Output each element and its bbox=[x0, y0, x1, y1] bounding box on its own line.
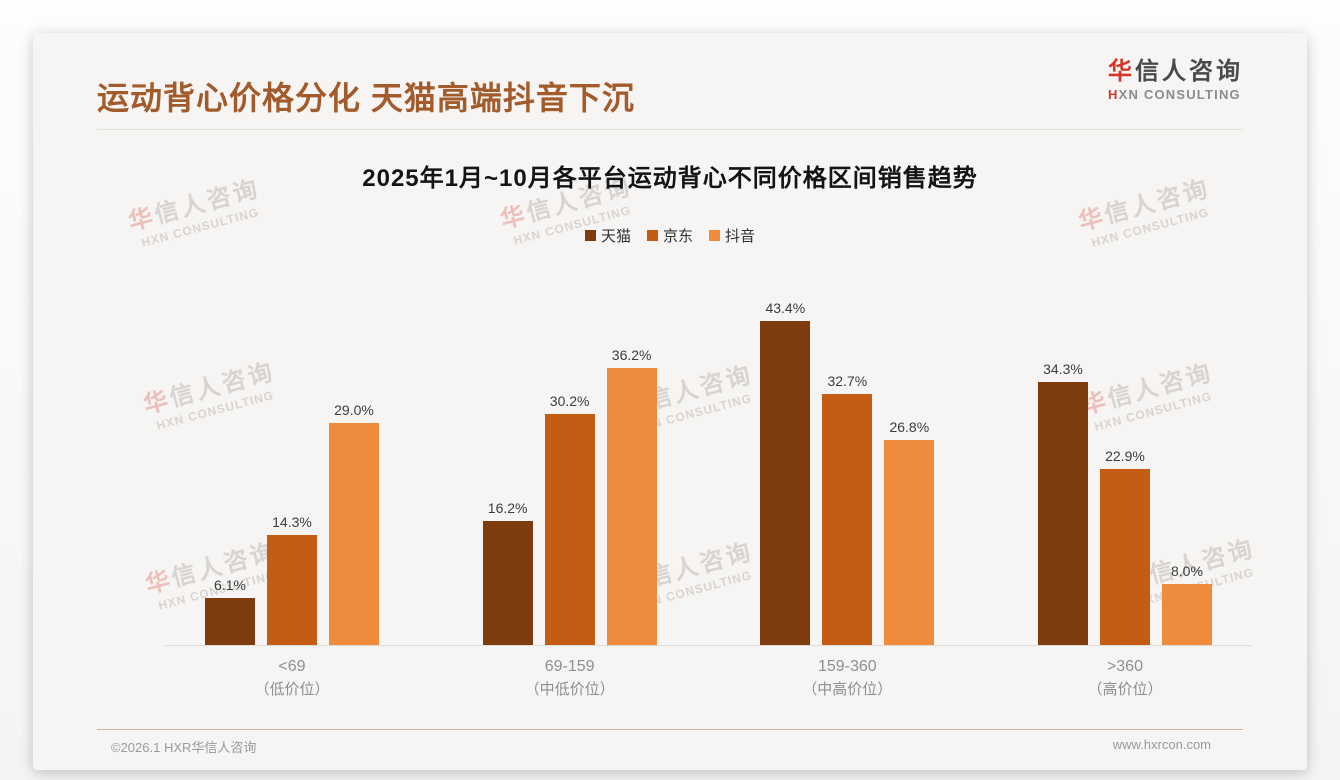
brand-logo-en-accent: H bbox=[1108, 87, 1119, 102]
bar-京东-69-159: 30.2% bbox=[544, 300, 595, 645]
chart-legend: 天猫 京东 抖音 bbox=[33, 225, 1307, 246]
x-label-range: >360 bbox=[1106, 658, 1143, 675]
bar-天猫-159-360: 43.4% bbox=[760, 300, 811, 645]
bar-rect bbox=[544, 413, 595, 645]
bar-天猫-<69: 6.1% bbox=[205, 300, 255, 645]
bar-group-69-159: 16.2% 30.2% 36.2% bbox=[482, 300, 657, 645]
bar-value-label: 30.2% bbox=[549, 392, 590, 409]
bar-京东-<69: 14.3% bbox=[267, 300, 317, 645]
x-label-range: <69 bbox=[278, 658, 306, 675]
bar-rect bbox=[1161, 583, 1212, 645]
bar-group->360: 34.3% 22.9% 8.0% bbox=[1037, 300, 1212, 645]
bar-京东->360: 22.9% bbox=[1099, 300, 1150, 645]
x-axis-labels: <69 （低价位） 69-159 （中低价位） 159-360 （中高价位） >360 （高价… bbox=[165, 646, 1252, 701]
bar-value-label: 14.3% bbox=[272, 514, 312, 531]
copyright-text: ©2026.1 HXR华信人咨询 bbox=[111, 740, 257, 755]
legend-item-天猫: 天猫 bbox=[584, 225, 631, 246]
bar-抖音-<69: 29.0% bbox=[329, 300, 379, 645]
brand-logo-cn-accent: 华 bbox=[1108, 58, 1135, 85]
x-label-69-159: 69-159 （中低价位） bbox=[483, 655, 657, 701]
bar-rect bbox=[884, 439, 935, 645]
bar-group-159-360: 43.4% 32.7% 26.8% bbox=[760, 300, 935, 645]
brand-logo: 华信人咨询 HXN CONSULTING bbox=[1108, 57, 1243, 103]
legend-label: 抖音 bbox=[725, 228, 756, 245]
x-label-tier: （高价位） bbox=[1087, 681, 1163, 698]
bar-value-label: 6.1% bbox=[214, 577, 246, 594]
bar-value-label: 26.8% bbox=[889, 418, 930, 435]
bar-天猫-69-159: 16.2% bbox=[482, 300, 533, 645]
x-label-159-360: 159-360 （中高价位） bbox=[760, 655, 934, 701]
x-label-<69: <69 （低价位） bbox=[205, 655, 379, 701]
bar-value-label: 36.2% bbox=[611, 346, 652, 363]
bar-rect bbox=[822, 394, 873, 645]
brand-logo-cn-rest: 信人咨询 bbox=[1135, 58, 1243, 85]
chart-title: 2025年1月~10月各平台运动背心不同价格区间销售趋势 bbox=[362, 165, 978, 192]
bar-value-label: 43.4% bbox=[765, 300, 806, 316]
bar-rect bbox=[205, 598, 255, 645]
slide-header: 运动背心价格分化 天猫高端抖音下沉 华信人咨询 HXN CONSULTING bbox=[33, 33, 1307, 119]
bar-chart-plot-area: 6.1% 14.3% 29.0% 16.2% 30.2% 36.2% 43.4% 32.7% 2… bbox=[165, 300, 1252, 646]
website-url: www.hxrcon.com bbox=[1112, 737, 1211, 752]
legend-item-京东: 京东 bbox=[646, 225, 693, 246]
bar-value-label: 34.3% bbox=[1043, 361, 1083, 377]
bar-抖音-69-159: 36.2% bbox=[606, 300, 657, 645]
brand-logo-chinese: 华信人咨询 bbox=[1108, 57, 1243, 87]
bar-京东-159-360: 32.7% bbox=[822, 300, 873, 645]
legend-label: 天猫 bbox=[600, 228, 631, 245]
title-divider bbox=[97, 129, 1243, 130]
bar-天猫->360: 34.3% bbox=[1037, 300, 1088, 645]
x-label-tier: （中低价位） bbox=[524, 681, 615, 698]
legend-item-抖音: 抖音 bbox=[709, 225, 755, 246]
legend-swatch bbox=[584, 230, 596, 241]
bar-抖音-159-360: 26.8% bbox=[884, 300, 935, 645]
brand-logo-english: HXN CONSULTING bbox=[1108, 87, 1243, 103]
bar-group-<69: 6.1% 14.3% 29.0% bbox=[205, 300, 379, 645]
bar-value-label: 16.2% bbox=[487, 499, 528, 516]
bar-rect bbox=[1037, 382, 1088, 645]
legend-swatch bbox=[646, 230, 658, 241]
bar-value-label: 29.0% bbox=[334, 401, 374, 418]
bar-rect bbox=[329, 422, 379, 645]
bar-value-label: 32.7% bbox=[827, 373, 868, 390]
bar-value-label: 8.0% bbox=[1171, 562, 1203, 579]
x-label-tier: （低价位） bbox=[254, 681, 330, 698]
bar-抖音->360: 8.0% bbox=[1161, 300, 1212, 645]
bar-rect bbox=[606, 367, 657, 645]
x-label-tier: （中高价位） bbox=[802, 681, 893, 698]
bar-rect bbox=[482, 520, 533, 645]
bar-rect bbox=[267, 535, 317, 645]
x-label-range: 159-360 bbox=[817, 658, 877, 675]
bar-rect bbox=[1099, 469, 1150, 645]
legend-label: 京东 bbox=[662, 228, 693, 245]
bar-value-label: 22.9% bbox=[1105, 448, 1145, 465]
slide-footer: ©2026.1 HXR华信人咨询 www.hxrcon.com bbox=[33, 729, 1307, 755]
x-label->360: >360 （高价位） bbox=[1038, 655, 1212, 701]
brand-logo-en-rest: XN CONSULTING bbox=[1118, 87, 1241, 102]
legend-swatch bbox=[709, 230, 720, 241]
footer-divider bbox=[97, 729, 1243, 730]
page-title: 运动背心价格分化 天猫高端抖音下沉 bbox=[97, 80, 635, 116]
bar-rect bbox=[760, 321, 811, 645]
slide-card: 华信人咨询 HXN CONSULTING 华信人咨询 HXN CONSULTING 华信… bbox=[33, 33, 1307, 770]
x-label-range: 69-159 bbox=[544, 658, 595, 675]
